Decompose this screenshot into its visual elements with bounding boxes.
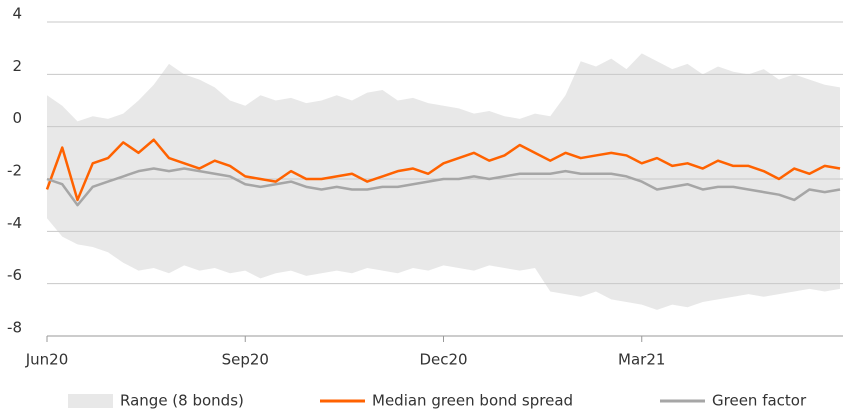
legend-label: Median green bond spread [372, 392, 573, 410]
y-tick-label: 2 [12, 57, 22, 75]
y-tick-label: -6 [7, 266, 22, 284]
series-line [46, 167, 841, 207]
y-tick-label: 4 [12, 5, 22, 23]
y-tick-label: -2 [7, 162, 22, 180]
legend-swatch [68, 394, 113, 408]
range-area [47, 53, 840, 310]
series-line [45, 138, 841, 202]
x-tick-label: Jun20 [25, 351, 69, 369]
y-tick-label: 0 [12, 109, 22, 127]
legend-label: Green factor [712, 392, 807, 410]
y-tick-label: -4 [7, 214, 22, 232]
x-tick-label: Sep20 [222, 351, 269, 369]
x-tick-label: Mar21 [618, 351, 665, 369]
y-tick-label: -8 [7, 319, 22, 337]
legend-label: Range (8 bonds) [120, 392, 244, 410]
x-tick-label: Dec20 [419, 351, 467, 369]
